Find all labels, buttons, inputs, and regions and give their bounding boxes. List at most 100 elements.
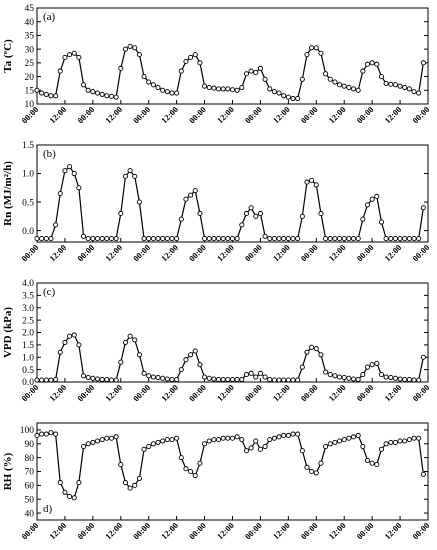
x-tick-label: 00:00 <box>131 242 152 263</box>
data-point <box>285 377 291 383</box>
y-tick-label: 100 <box>20 426 35 436</box>
data-point <box>76 54 82 60</box>
data-point <box>99 91 105 97</box>
data-point <box>309 344 315 350</box>
x-tick-label: 00:00 <box>187 242 208 263</box>
data-point <box>220 236 226 242</box>
data-point <box>188 54 194 60</box>
data-point <box>406 437 412 443</box>
data-point <box>337 82 343 88</box>
data-point <box>257 65 263 71</box>
data-point <box>211 85 217 91</box>
data-point <box>299 448 305 454</box>
data-point <box>85 441 91 447</box>
data-point <box>53 222 59 228</box>
data-point <box>392 375 398 381</box>
y-tick-label: 45 <box>25 4 35 14</box>
data-point <box>178 455 184 461</box>
data-point <box>76 480 82 486</box>
y-tick-label: 2.5 <box>22 316 34 326</box>
data-point <box>164 437 170 443</box>
data-point <box>309 177 315 183</box>
data-point <box>332 79 338 85</box>
data-point <box>337 438 343 444</box>
data-point <box>267 437 273 443</box>
data-point <box>197 60 203 66</box>
data-point <box>215 437 222 443</box>
x-tick-label: 00:00 <box>243 104 264 125</box>
data-point <box>90 375 96 381</box>
data-point <box>127 485 133 491</box>
data-point <box>220 86 226 92</box>
data-point <box>248 370 254 376</box>
panel-label: (c) <box>43 286 56 298</box>
y-tick-label: 80 <box>25 454 35 464</box>
x-tick-label: 12:00 <box>271 382 292 403</box>
data-point <box>364 61 371 67</box>
data-point <box>34 377 40 383</box>
y-tick-label: 0.5 <box>22 366 34 376</box>
x-tick-label: 12:00 <box>271 242 292 263</box>
x-tick-label: 12:00 <box>159 520 180 541</box>
x-tick-label: 00:00 <box>75 520 96 541</box>
data-point <box>62 339 68 345</box>
data-point <box>299 364 305 370</box>
data-point <box>164 89 170 95</box>
data-point <box>355 87 361 93</box>
data-point <box>355 236 361 242</box>
data-point <box>364 364 371 370</box>
data-point <box>146 373 152 379</box>
x-tick-label: 00:00 <box>187 382 208 403</box>
data-point <box>39 236 45 242</box>
x-tick-label: 12:00 <box>382 520 403 541</box>
data-point <box>313 346 319 352</box>
data-point <box>374 61 380 67</box>
data-point <box>337 236 343 242</box>
data-point <box>118 65 124 71</box>
data-point <box>211 376 217 382</box>
y-axis-label: RH (%) <box>2 452 14 490</box>
data-point <box>206 375 212 381</box>
data-point <box>81 233 87 239</box>
data-point <box>62 168 68 174</box>
x-tick-label: 12:00 <box>327 104 348 125</box>
data-point <box>136 52 142 58</box>
data-point <box>141 74 147 80</box>
data-point <box>346 435 352 441</box>
data-point <box>406 376 412 383</box>
data-point <box>108 236 115 242</box>
data-point <box>229 376 236 383</box>
data-point <box>132 337 138 343</box>
data-point <box>113 434 119 440</box>
data-point <box>225 376 231 383</box>
data-point <box>332 373 338 379</box>
data-point <box>295 236 301 242</box>
data-point <box>285 432 291 439</box>
data-point <box>94 90 101 96</box>
data-point <box>62 54 68 60</box>
data-point <box>122 46 128 52</box>
data-point <box>127 168 133 174</box>
data-point <box>350 86 357 92</box>
panel-label: (b) <box>43 148 56 160</box>
data-point <box>104 236 110 242</box>
data-point <box>202 374 208 380</box>
data-point <box>416 236 422 242</box>
data-point <box>118 359 124 365</box>
x-tick-label: 00:00 <box>410 104 431 125</box>
data-point <box>220 435 226 441</box>
data-point <box>327 441 333 447</box>
data-point <box>271 377 277 383</box>
data-point <box>397 83 403 89</box>
data-point <box>327 236 333 242</box>
data-point <box>71 50 77 56</box>
y-tick-label: 3.5 <box>22 292 34 302</box>
data-point <box>141 446 147 452</box>
data-point <box>104 376 110 383</box>
data-point <box>243 372 250 378</box>
data-point <box>160 438 166 444</box>
data-point <box>160 236 166 242</box>
data-point <box>304 179 310 185</box>
data-point <box>122 173 128 179</box>
data-point <box>318 352 324 358</box>
